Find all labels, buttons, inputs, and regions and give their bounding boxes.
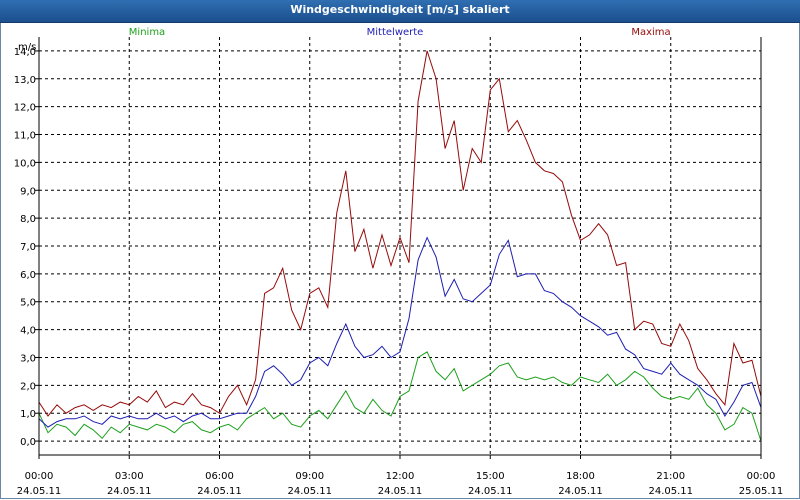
y-tick-label: 5,0 — [20, 298, 36, 309]
series-line-min — [38, 351, 762, 442]
x-tick-label-time: 21:00 — [656, 471, 685, 482]
x-tick-label-time: 15:00 — [476, 471, 505, 482]
x-tick-label-time: 03:00 — [115, 471, 144, 482]
legend-max: Maxima — [631, 27, 670, 38]
y-axis-label: m/s — [18, 42, 36, 53]
y-tick-label: 14,0 — [14, 47, 36, 58]
x-tick-label-date: 24.05.11 — [287, 486, 332, 497]
x-tick-label-date: 25.05.11 — [739, 486, 784, 497]
x-tick-label-date: 24.05.11 — [558, 486, 603, 497]
series-line-max — [38, 50, 762, 417]
legend-min: Minima — [129, 27, 165, 38]
window-title-bar: Windgeschwindigkeit [m/s] skaliert — [0, 0, 800, 23]
legend-avg: Mittelwerte — [367, 27, 424, 38]
y-tick-label: 6,0 — [20, 270, 36, 281]
x-tick-label-date: 24.05.11 — [378, 486, 423, 497]
labels: 0,0 1,0 2,0 3,0 4,0 5,0 6,0 7,0 8,0 9,0 10,0 11,0 12… — [14, 27, 784, 497]
y-tick-label: 9,0 — [20, 186, 36, 197]
y-tick-label: 7,0 — [20, 242, 36, 253]
y-tick-label: 8,0 — [20, 214, 36, 225]
series-line-avg — [38, 236, 762, 428]
x-tick-label-date: 24.05.11 — [17, 486, 62, 497]
y-tick-label: 10,0 — [14, 158, 36, 169]
y-tick-label: 13,0 — [14, 75, 36, 86]
x-tick-label-time: 12:00 — [386, 471, 415, 482]
y-tick-label: 12,0 — [14, 103, 36, 114]
chart-title: Windgeschwindigkeit [m/s] skaliert — [290, 3, 510, 16]
x-tick-label-time: 00:00 — [25, 471, 54, 482]
x-tick-label-date: 24.05.11 — [197, 486, 242, 497]
y-tick-label: 11,0 — [14, 131, 36, 142]
series-group — [38, 50, 762, 442]
x-tick-label-time: 06:00 — [205, 471, 234, 482]
grid — [38, 37, 762, 455]
x-tick-label-date: 24.05.11 — [468, 486, 513, 497]
y-tick-label: 1,0 — [20, 409, 36, 420]
x-tick-label-date: 24.05.11 — [648, 486, 693, 497]
x-tick-label-time: 18:00 — [566, 471, 595, 482]
x-tick-label-date: 24.05.11 — [107, 486, 152, 497]
y-tick-label: 2,0 — [20, 381, 36, 392]
x-tick-label-time: 00:00 — [747, 471, 776, 482]
y-tick-label: 3,0 — [20, 353, 36, 364]
y-tick-label: 4,0 — [20, 326, 36, 337]
x-tick-label-time: 09:00 — [295, 471, 324, 482]
axes — [35, 37, 762, 459]
y-tick-label: 0,0 — [20, 437, 36, 448]
